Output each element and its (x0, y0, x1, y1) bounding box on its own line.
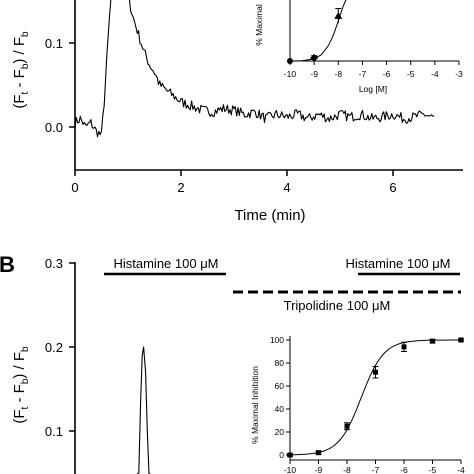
data-point-square (287, 452, 293, 458)
inset-x-tick-label: -10 (284, 465, 297, 474)
panel-b-trace (136, 346, 151, 474)
panel-b-label: B (0, 252, 15, 277)
data-point-square (344, 423, 350, 429)
data-point-square (458, 337, 464, 343)
inset-x-tick-label: -4 (457, 465, 465, 474)
panel-a-inset-fit-curve (289, 0, 347, 62)
panel-b-y-axis-label: (Ft - Fb) / Fb (11, 346, 31, 424)
panel-b-inset-axes (289, 336, 461, 461)
y-tick-label: 0.2 (45, 340, 63, 355)
inset-x-tick-label: -7 (359, 69, 367, 79)
panel-a-y-axis-label-text: (Ft - Fb) / Fb (11, 31, 31, 109)
panel-a-y-axis-label: (Ft - Fb) / Fb (11, 31, 31, 109)
inset-y-tick-label: 100 (270, 335, 284, 345)
panel-b-inset-y-label: % Maximal Inhibition (250, 366, 260, 444)
panel-a-inset-x-label: Log [M] (359, 84, 387, 94)
inset-y-tick-label: 0 (279, 450, 284, 460)
inset-x-tick-label: -3 (455, 69, 463, 79)
inset-x-tick-label: -8 (343, 465, 351, 474)
x-tick-label: 2 (177, 180, 184, 195)
data-point-circle (287, 58, 293, 64)
inset-x-tick-label: -9 (315, 465, 323, 474)
panel-b-y-axis-label-text: (Ft - Fb) / Fb (11, 346, 31, 424)
inset-x-tick-label: -8 (335, 69, 343, 79)
data-point-triangle (334, 11, 343, 19)
data-point-diamond (310, 53, 319, 62)
panel-a-inset-axes (289, 0, 459, 62)
panel-a-inset-x-ticks: -10 -9 -8 -7 -6 -5 -4 -3 (284, 61, 463, 79)
panel-b: B (Ft - Fb) / Fb 0.1 0.2 0.3 Histamine 100… (0, 252, 465, 474)
data-point-square (430, 338, 435, 344)
panel-b-inset-points (287, 337, 464, 458)
inset-y-tick-label: 80 (275, 358, 285, 368)
histamine-label-1: Histamine 100 μM (113, 256, 218, 271)
panel-a-axes (74, 0, 463, 171)
panel-a: (Ft - Fb) / Fb 0.0 0.1 0 2 4 6 Time (min) % … (11, 0, 463, 224)
x-tick-label: 0 (71, 180, 78, 195)
panel-a-x-axis-label: Time (min) (234, 207, 305, 224)
tripolidine-label: Tripolidine 100 μM (284, 298, 391, 313)
inset-x-tick-label: -10 (284, 69, 297, 79)
panel-a-y-ticks: 0.0 0.1 (45, 36, 75, 135)
data-point-square (401, 344, 407, 350)
inset-y-tick-label: 40 (275, 404, 285, 414)
inset-x-tick-label: -4 (431, 69, 439, 79)
inset-x-tick-label: -7 (372, 465, 380, 474)
inset-x-tick-label: -6 (400, 465, 408, 474)
panel-b-inset-y-ticks: 0 20 40 60 80 100 (270, 335, 290, 460)
y-tick-label: 0.0 (45, 120, 63, 135)
x-tick-label: 4 (283, 180, 290, 195)
inset-x-tick-label: -9 (310, 69, 318, 79)
data-point-square (316, 450, 321, 456)
panel-a-x-ticks: 0 2 4 6 (71, 170, 397, 195)
inset-y-tick-label: 20 (275, 427, 285, 437)
panel-b-inset-fit-curve (290, 339, 460, 456)
panel-a-inset: % Maximal -10 -9 -8 -7 -6 -5 -4 -3 Log [M] (254, 0, 463, 94)
x-tick-label: 6 (389, 180, 396, 195)
inset-x-tick-label: -5 (407, 69, 415, 79)
inset-x-tick-label: -5 (429, 465, 437, 474)
inset-x-tick-label: -6 (383, 69, 391, 79)
y-tick-label: 0.1 (45, 36, 63, 51)
histamine-label-2: Histamine 100 μM (345, 256, 450, 271)
panel-a-inset-points (287, 8, 343, 64)
panel-b-inset-x-ticks: -10 -9 -8 -7 -6 -5 -4 (284, 460, 465, 474)
inset-y-tick-label: 60 (275, 381, 285, 391)
y-tick-label: 0.3 (45, 256, 63, 271)
data-point-square (373, 369, 378, 375)
panel-a-inset-y-label: % Maximal (254, 4, 264, 46)
panel-b-y-ticks: 0.1 0.2 0.3 (45, 256, 75, 439)
y-tick-label: 0.1 (45, 424, 63, 439)
panel-a-trace (74, 0, 435, 138)
